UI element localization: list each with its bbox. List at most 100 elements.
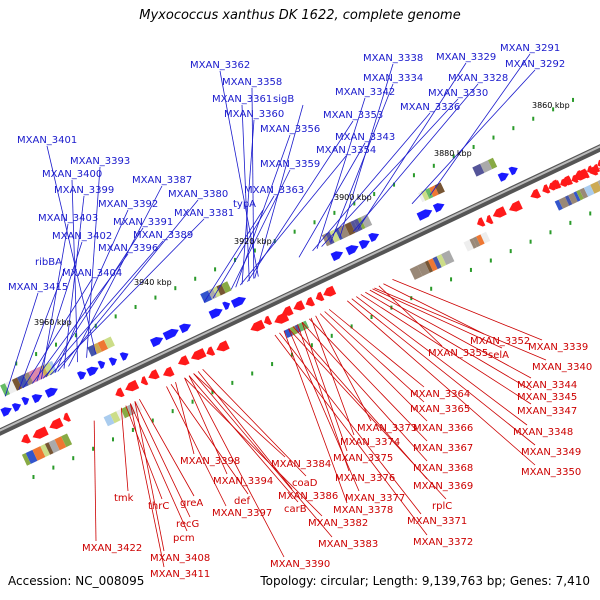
gene-arrows-layer	[0, 159, 600, 444]
tick-mark	[174, 286, 177, 291]
cog-block	[350, 220, 359, 233]
cog-block	[558, 196, 570, 209]
tick-mark	[310, 343, 313, 348]
leader-line	[36, 241, 83, 382]
cog-block	[463, 239, 474, 252]
reverse-gene-label: MXAN_3344	[517, 380, 577, 391]
reverse-gene-label: MXAN_3408	[150, 553, 210, 564]
accession-label: Accession: NC_008095	[8, 574, 145, 588]
forward-gene-arrow	[150, 337, 164, 348]
cog-block	[28, 368, 42, 383]
reverse-gene-arrow	[509, 200, 523, 212]
reverse-gene-arrow	[576, 170, 584, 179]
tick-mark	[35, 352, 38, 357]
tick-mark	[393, 182, 396, 187]
leader-line	[18, 267, 66, 391]
topology-label: Topology: circular; Length: 9,139,763 bp…	[260, 574, 590, 588]
forward-gene-label: MXAN_3356	[260, 124, 320, 135]
leader-line	[330, 83, 394, 243]
map-title: Myxococcus xanthus DK 1622, complete gen…	[139, 8, 461, 23]
cog-block	[576, 189, 584, 201]
forward-gene-label: MXAN_3402	[52, 231, 112, 242]
reverse-gene-label: tmk	[114, 493, 134, 504]
leader-line	[197, 371, 293, 490]
reverse-gene-label: MXAN_3390	[270, 559, 330, 570]
tick-mark	[552, 107, 555, 112]
reverse-gene-arrow	[206, 346, 216, 356]
cog-block	[428, 258, 438, 272]
leader-line	[188, 375, 299, 503]
leader-line	[134, 401, 165, 552]
scale-labels-layer: 3860 kbp 3880 kbp 3900 kbp 3920 kbp 3940 kbp…	[34, 101, 570, 327]
forward-gene-label: MXAN_3362	[190, 60, 250, 71]
reverse-gene-label: MXAN_3377	[345, 493, 405, 504]
cog-block	[418, 191, 426, 203]
leader-line	[288, 328, 360, 492]
leader-line	[45, 227, 144, 378]
leader-line	[360, 294, 532, 405]
leader-line	[184, 377, 323, 517]
forward-gene-label: MXAN_3403	[38, 213, 98, 224]
cog-block	[289, 325, 298, 336]
leader-line	[274, 334, 428, 536]
leader-line	[54, 209, 129, 373]
leader-line	[383, 283, 485, 335]
cog-block	[420, 189, 430, 201]
tick-mark	[92, 446, 95, 451]
tick-mark	[430, 286, 433, 291]
leader-line	[239, 155, 347, 286]
tick-mark	[290, 352, 293, 357]
leader-lines-layer	[4, 53, 547, 568]
leader-line	[134, 401, 191, 518]
forward-gene-arrow	[0, 407, 12, 417]
forward-gene-label: MXAN_3389	[133, 230, 193, 241]
forward-gene-label: MXAN_3380	[168, 189, 228, 200]
reverse-gene-arrow	[587, 165, 595, 174]
leader-line	[411, 69, 536, 205]
cog-block	[25, 449, 38, 464]
reverse-gene-arrow	[281, 305, 294, 316]
backbone-layer	[0, 144, 600, 436]
reverse-gene-label: thrC	[148, 501, 169, 512]
tick-mark	[72, 456, 75, 461]
cog-block	[325, 231, 335, 245]
reverse-gene-label: MXAN_3339	[528, 342, 588, 353]
leader-line	[301, 322, 348, 452]
forward-gene-label: ribBA	[35, 257, 62, 268]
leader-line	[357, 62, 467, 230]
cog-block	[337, 224, 350, 239]
reverse-gene-label: MXAN_3397	[212, 508, 272, 519]
forward-gene-label: typA	[233, 199, 256, 210]
leader-line	[298, 142, 366, 258]
reverse-gene-arrow	[571, 174, 579, 183]
leader-line	[166, 386, 227, 507]
reverse-gene-arrow	[125, 379, 140, 392]
leader-line	[42, 240, 164, 379]
tick-mark	[211, 390, 214, 395]
tick-mark	[253, 248, 256, 253]
tick-mark	[370, 314, 373, 319]
cog-block	[480, 160, 493, 173]
reverse-gene-label: pcm	[173, 533, 195, 544]
tick-mark	[572, 97, 575, 102]
cog-block	[87, 344, 97, 357]
cog-block	[48, 439, 60, 454]
cog-block	[335, 227, 343, 240]
reverse-gene-label: MXAN_3386	[278, 491, 338, 502]
scale-label: 3900 kbp	[334, 193, 372, 202]
leader-line	[188, 375, 285, 558]
cog-block	[564, 195, 573, 206]
reverse-gene-arrow	[542, 184, 551, 194]
scale-label: 3880 kbp	[434, 149, 472, 158]
forward-gene-arrow	[11, 403, 22, 412]
tick-mark	[373, 192, 376, 197]
reverse-gene-arrow	[115, 387, 125, 398]
leader-line	[346, 300, 536, 466]
leader-line	[279, 332, 422, 515]
reverse-gene-arrow	[486, 214, 494, 225]
reverse-gene-label: recG	[176, 519, 199, 530]
tick-mark	[313, 220, 316, 225]
scale-label: 3920 kbp	[234, 237, 272, 246]
leader-line	[170, 384, 249, 495]
leader-line	[193, 373, 286, 458]
